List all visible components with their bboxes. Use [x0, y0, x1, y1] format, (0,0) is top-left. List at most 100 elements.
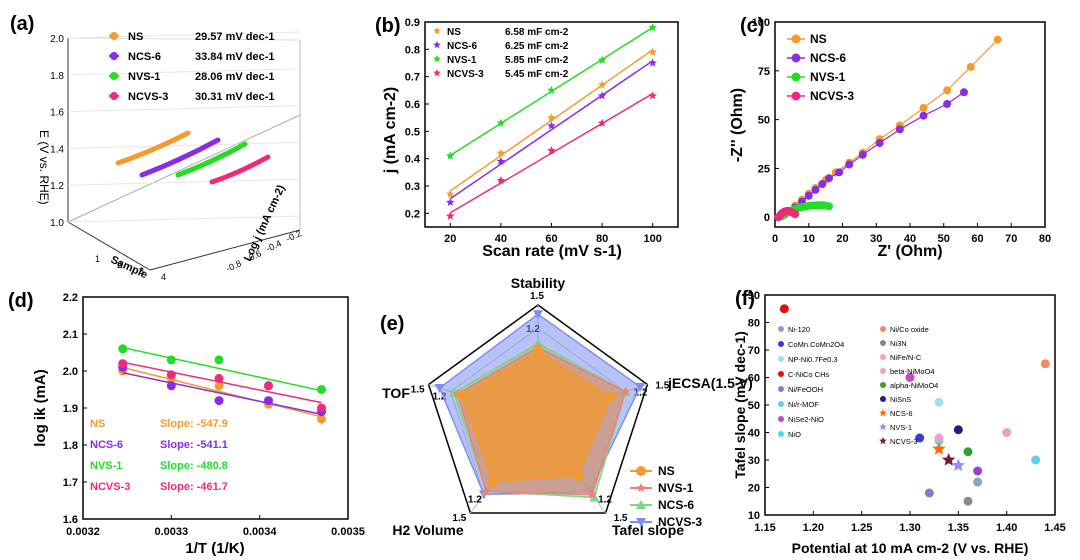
radar-tick-max: 1.5	[655, 380, 669, 391]
data-point-NVS-1	[496, 118, 506, 127]
legend-slope: Slope: -541.1	[160, 439, 228, 451]
logj-axis-title: Log j (mA cm-2)	[242, 183, 288, 263]
data-point-NVS-1	[547, 85, 556, 94]
legend-series-name: NS	[810, 32, 827, 46]
radar-tick-mid: 1.2	[468, 494, 482, 505]
data-point-NiFe/N-C	[934, 433, 944, 443]
y-tick-label: 2.0	[63, 366, 78, 378]
radar-tick-mid: 1.2	[633, 388, 647, 399]
radar-point-NCVS-3	[533, 310, 543, 320]
panel-label: (a)	[10, 13, 34, 35]
y-tick-label: 0.6	[405, 99, 420, 111]
legend-series-name: NCVS-3	[658, 515, 702, 529]
panel-label: (c)	[740, 15, 764, 37]
x-tick-label: 0.0032	[66, 526, 100, 538]
y-tick-label: 90	[748, 290, 760, 302]
x-tick-label: 20	[836, 233, 848, 245]
sample-tick-label: 1	[95, 254, 100, 264]
legend-series-name: NCS-6	[90, 439, 123, 451]
data-point-NCVS-3	[446, 211, 455, 220]
legend-series-name: NCS-6	[447, 41, 477, 52]
radar-point-NVS-1	[587, 489, 597, 499]
panel-e: (e)1.51.21.51.21.51.21.51.21.51.2Stabili…	[380, 275, 753, 538]
y-tick-label: 0.2	[405, 208, 420, 220]
legend-series-name: NS	[128, 31, 143, 43]
data-point-Ni/FeOOH	[924, 488, 934, 498]
legend-entry: Ni/Co oxide	[890, 325, 929, 334]
x-tick-label: 80	[1039, 233, 1051, 245]
data-point-NCS-6	[166, 381, 176, 391]
panel-label: (d)	[8, 290, 34, 312]
logj-axis	[149, 229, 301, 271]
legend-entry: NiSe2-NiO	[788, 415, 824, 424]
legend-marker	[778, 401, 784, 407]
y-tick-label: 60	[748, 373, 760, 385]
legend-slope: Slope: -480.8	[160, 460, 228, 472]
radar-axis-label: Tafel slope	[612, 522, 684, 538]
data-point-NiSe2-NiO	[905, 373, 915, 382]
top-edge	[67, 37, 301, 41]
fit-line-NS	[449, 49, 654, 192]
fit-line-NCS-6	[122, 372, 322, 415]
legend-marker	[636, 518, 646, 527]
data-point-NVS-1	[825, 202, 833, 211]
legend-marker	[636, 466, 646, 476]
data-point-NCS-6	[214, 396, 224, 406]
panel-c: (c) 0 10 20 30 40 50 60 70 80 0 25 50 75 100 Z' (Ohm) -Z…	[729, 15, 1051, 260]
legend-marker	[636, 500, 646, 509]
fit-line-NS	[122, 366, 322, 418]
legend-slope: Slope: -461.7	[160, 481, 228, 493]
legend-series-name: NS	[447, 27, 461, 38]
legend-marker	[433, 69, 441, 77]
legend-entry: NP-Ni0.7Fe0.3	[788, 355, 838, 364]
x-tick-label: 1.40	[996, 522, 1017, 534]
legend-marker	[791, 91, 801, 101]
x-tick-label: 20	[444, 233, 456, 245]
legend-marker	[778, 341, 784, 347]
y-tick-label: 2.2	[63, 292, 78, 304]
radar-point-NVS-1	[620, 386, 631, 396]
data-point-NS	[597, 80, 607, 89]
data-point-C-NiCo CHs	[779, 304, 789, 314]
legend-series-name: NCVS-3	[810, 89, 854, 103]
logj-tick-label: -0.4	[265, 238, 283, 254]
y-tick-label: 50	[748, 400, 760, 412]
z-tick-label: 1.8	[50, 71, 64, 82]
y-tick-label: 1.7	[63, 477, 78, 489]
data-point-NCVS-3	[597, 118, 607, 127]
radar-tick-max: 1.5	[411, 384, 425, 395]
x-tick-label: 40	[495, 233, 507, 245]
data-point-NVS-1	[597, 55, 607, 64]
legend-entry: C-NiCo CHs	[788, 370, 830, 379]
z-tick-label: 1.4	[50, 144, 64, 155]
legend-series-note: 5.85 mF cm-2	[505, 55, 569, 66]
x-tick-label: 1.30	[899, 522, 920, 534]
data-point-NCS-6	[597, 91, 607, 100]
legend-entry: NVS-1	[890, 423, 912, 432]
data-point-NS	[993, 35, 1002, 44]
data-point-NCS-6	[960, 88, 968, 97]
data-point-NCS-6	[446, 197, 455, 206]
data-point-NS	[943, 86, 952, 95]
legend-marker	[778, 371, 784, 377]
legend-series-name: NVS-1	[90, 460, 122, 472]
data-point-NCS-6	[804, 191, 813, 200]
legend-entry: Ni-120	[788, 325, 810, 334]
x-tick-label: 0.0035	[331, 526, 365, 538]
legend-marker	[879, 423, 887, 431]
y-tick-label: 80	[748, 318, 760, 330]
legend-series-name: NCS-6	[128, 51, 161, 63]
data-point-NS	[919, 103, 928, 112]
sample-tick-label: 4	[161, 272, 166, 282]
x-tick-label: 30	[870, 233, 882, 245]
legend-marker	[880, 382, 886, 388]
radar-point-NS	[573, 470, 584, 481]
legend-entry: Ni3N	[890, 339, 907, 348]
y-tick-label: 70	[748, 345, 760, 357]
grid-line	[67, 178, 301, 186]
legend-series-note: 29.57 mV dec-1	[195, 31, 275, 43]
radar-axis-label: TOF	[382, 385, 410, 401]
radar-point-NS	[605, 391, 616, 402]
y-tick-label: 20	[748, 483, 760, 495]
x-tick-label: 100	[644, 233, 662, 245]
